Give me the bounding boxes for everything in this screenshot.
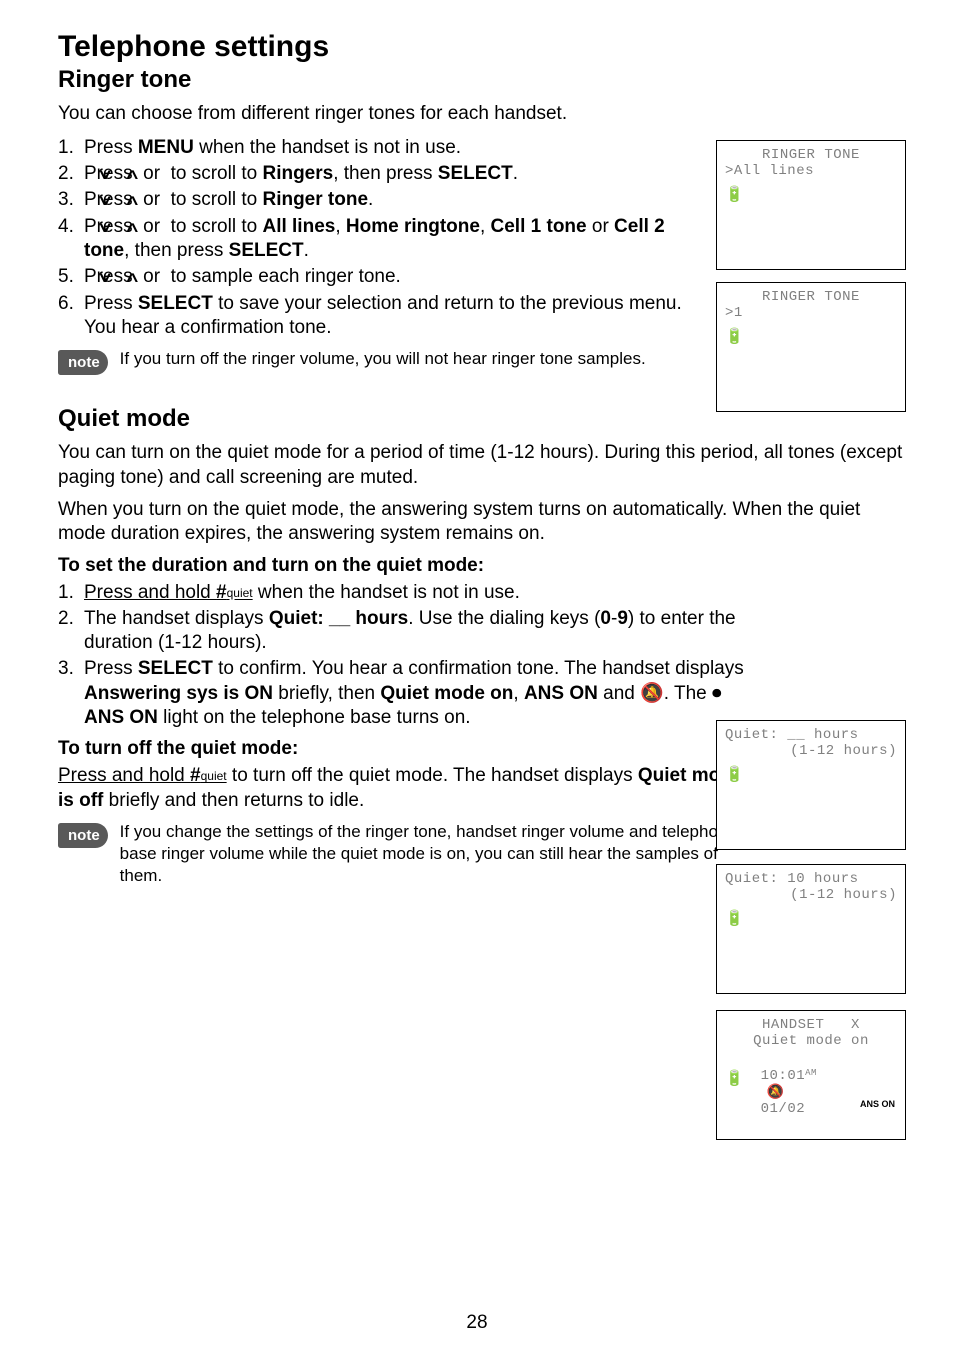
step-number: 2. xyxy=(58,607,84,631)
ringer-step-2: 2.Press ∨ or ∧ to scroll to Ringers, the… xyxy=(58,162,698,186)
lcd-line: (1-12 hours) xyxy=(725,743,897,759)
step-text: Press ∨ or ∧ to scroll to Ringer tone. xyxy=(84,189,373,210)
ringer-heading: Ringer tone xyxy=(58,66,906,94)
lcd-date: 01/02 xyxy=(761,1101,806,1117)
lcd-quiet-10-hours: Quiet: 10 hours (1-12 hours) 🔋 xyxy=(716,864,906,994)
lcd-ampm: AM xyxy=(805,1068,817,1078)
lcd-handset-quiet-on: HANDSET X Quiet mode on 🔋 ANS ON 10:01AM… xyxy=(716,1010,906,1140)
step-text: The handset displays Quiet: __ hours. Us… xyxy=(84,608,736,653)
note-tag: note xyxy=(58,350,108,375)
step-text: Press SELECT to save your selection and … xyxy=(84,293,682,338)
lcd-line: Quiet: __ hours xyxy=(725,727,897,743)
step-text: Press and hold #quiet when the handset i… xyxy=(84,582,520,603)
lcd-line: >All lines xyxy=(725,163,897,179)
ringer-step-3: 3.Press ∨ or ∧ to scroll to Ringer tone. xyxy=(58,188,698,212)
quiet-step-3: 3.Press SELECT to confirm. You hear a co… xyxy=(58,657,748,730)
quiet-intro-1: You can turn on the quiet mode for a per… xyxy=(58,441,906,490)
lcd-quiet-blank-hours: Quiet: __ hours (1-12 hours) 🔋 xyxy=(716,720,906,850)
bell-off-icon: 🔕 xyxy=(767,1085,785,1101)
quiet-intro-2: When you turn on the quiet mode, the ans… xyxy=(58,498,906,547)
quiet-set-steps: 1.Press and hold #quiet when the handset… xyxy=(58,581,748,731)
ringer-step-4: 4.Press ∨ or ∧ to scroll to All lines, H… xyxy=(58,215,698,264)
ringer-step-1: 1.Press MENU when the handset is not in … xyxy=(58,136,698,160)
note-tag: note xyxy=(58,823,108,848)
quiet-note: note If you change the settings of the r… xyxy=(58,821,748,887)
step-text: Press SELECT to confirm. You hear a conf… xyxy=(84,658,744,728)
lcd-status-line: 10:01AM 🔕 01/02 xyxy=(725,1052,897,1133)
step-text: Press ∨ or ∧ to scroll to All lines, Hom… xyxy=(84,216,665,261)
note-text: If you turn off the ringer volume, you w… xyxy=(120,348,646,370)
ringer-steps: 1.Press MENU when the handset is not in … xyxy=(58,136,698,341)
page-title: Telephone settings xyxy=(58,30,906,64)
step-number: 1. xyxy=(58,581,84,605)
quiet-step-1: 1.Press and hold #quiet when the handset… xyxy=(58,581,748,605)
lcd-line: HANDSET X xyxy=(725,1017,897,1033)
step-number: 5. xyxy=(58,265,84,289)
ringer-intro: You can choose from different ringer ton… xyxy=(58,102,906,126)
lcd-line: (1-12 hours) xyxy=(725,887,897,903)
step-text: Press ∨ or ∧ to scroll to Ringers, then … xyxy=(84,163,518,184)
quiet-off-text: Press and hold #quiet to turn off the qu… xyxy=(58,764,748,813)
lcd-time: 10:01 xyxy=(761,1068,806,1084)
step-text: Press ∨ or ∧ to sample each ringer tone. xyxy=(84,266,401,287)
lcd-line: >1 xyxy=(725,305,897,321)
step-keyword: MENU xyxy=(138,137,194,158)
lcd-line: Quiet mode on xyxy=(725,1033,897,1049)
note-text: If you change the settings of the ringer… xyxy=(120,821,748,887)
step-text: when the handset is not in use. xyxy=(194,137,461,158)
lcd-title: RINGER TONE xyxy=(725,289,897,305)
lcd-title: RINGER TONE xyxy=(725,147,897,163)
battery-icon: 🔋 xyxy=(725,765,897,784)
ringer-step-6: 6.Press SELECT to save your selection an… xyxy=(58,292,698,341)
lcd-ringer-1: RINGER TONE >1 🔋 xyxy=(716,282,906,412)
battery-icon: 🔋 xyxy=(725,185,897,204)
step-number: 2. xyxy=(58,162,84,186)
step-text: Press xyxy=(84,137,138,158)
lcd-ringer-all-lines: RINGER TONE >All lines 🔋 xyxy=(716,140,906,270)
step-number: 4. xyxy=(58,215,84,239)
step-number: 6. xyxy=(58,292,84,316)
step-number: 3. xyxy=(58,657,84,681)
quiet-step-2: 2.The handset displays Quiet: __ hours. … xyxy=(58,607,748,656)
step-number: 3. xyxy=(58,188,84,212)
lcd-line: Quiet: 10 hours xyxy=(725,871,897,887)
quiet-subhead-set: To set the duration and turn on the quie… xyxy=(58,555,906,577)
battery-icon: 🔋 xyxy=(725,909,897,928)
step-number: 1. xyxy=(58,136,84,160)
ringer-step-5: 5.Press ∨ or ∧ to sample each ringer ton… xyxy=(58,265,698,289)
ringer-note: note If you turn off the ringer volume, … xyxy=(58,348,748,375)
page-number: 28 xyxy=(0,1312,954,1334)
battery-icon: 🔋 xyxy=(725,327,897,346)
